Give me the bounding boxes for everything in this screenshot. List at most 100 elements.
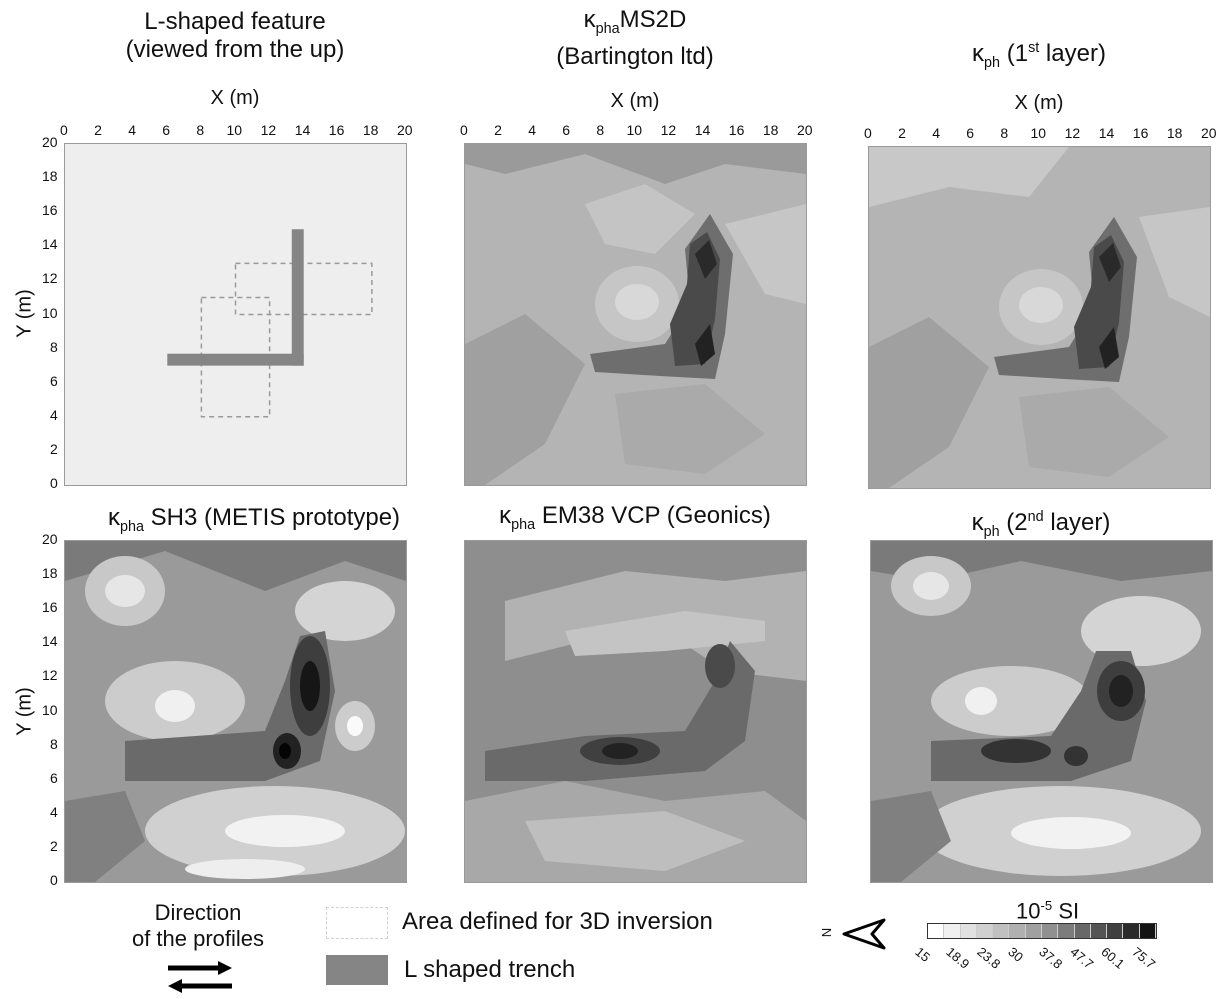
colorbar-step <box>960 924 977 938</box>
x-tick-label: 12 <box>260 122 277 138</box>
panel-title-em38: κpha EM38 VCP (Geonics) <box>499 502 771 533</box>
colorbar-step <box>1025 924 1042 938</box>
y-tick-label: 16 <box>42 202 58 219</box>
trench-segment <box>291 229 304 366</box>
colorbar-step <box>1090 924 1108 938</box>
sh3-map <box>64 540 407 883</box>
colorbar-step <box>1058 924 1075 938</box>
x-tick-label: 2 <box>94 122 102 138</box>
x-tick-label: 0 <box>864 125 872 141</box>
title-line1: κphaMS2D <box>583 6 687 37</box>
x-tick-label: 2 <box>898 125 906 141</box>
x-tick-label: 6 <box>562 122 571 138</box>
colorbar-step <box>1139 924 1156 938</box>
y-axis-label: Y (m) <box>13 687 36 736</box>
direction-arrows-icon <box>168 961 232 993</box>
x-axis-label: X (m) <box>210 87 260 109</box>
colorbar-step <box>928 924 945 938</box>
y-tick-label: 18 <box>42 168 58 185</box>
x-tick-label: 16 <box>1132 125 1149 141</box>
panel-title-layer2: κph (2nd layer) <box>971 509 1111 540</box>
x-tick-label: 14 <box>1098 125 1115 141</box>
x-tick-label: 20 <box>797 122 813 138</box>
x-tick-label: 12 <box>660 122 677 138</box>
x-tick-label: 8 <box>196 122 205 138</box>
area-label: Area defined for 3D inversion <box>402 908 713 935</box>
y-tick-label: 8 <box>50 338 58 355</box>
layout-svg <box>167 229 373 418</box>
colorbar-tick-label: 75.7 <box>1129 944 1159 972</box>
panel-title-layout: L-shaped feature (viewed from the up) <box>64 8 406 64</box>
colorbar-step <box>976 924 994 938</box>
x-tick-label: 20 <box>1201 125 1217 141</box>
x-tick-label: 18 <box>762 122 779 138</box>
trench-segment <box>167 353 304 366</box>
x-axis-label: X (m) <box>1014 92 1064 114</box>
x-tick-label: 16 <box>328 122 345 138</box>
colorbar-step <box>944 924 961 938</box>
x-tick-label: 10 <box>1030 125 1047 141</box>
x-tick-label: 6 <box>162 122 171 138</box>
title-line1: L-shaped feature <box>144 8 326 35</box>
colorbar-step <box>1074 924 1091 938</box>
layout-panel <box>64 143 407 486</box>
y-tick-label: 14 <box>42 633 58 650</box>
x-tick-label: 0 <box>460 122 468 138</box>
x-tick-label: 14 <box>694 122 711 138</box>
x-tick-label: 4 <box>932 125 940 141</box>
y-tick-label: 2 <box>50 440 58 457</box>
area-swatch <box>326 907 388 939</box>
y-tick-label: 12 <box>42 667 58 684</box>
colorbar-unit: 10-5 SI <box>1016 898 1080 924</box>
x-tick-label: 18 <box>362 122 379 138</box>
trench-label: L shaped trench <box>404 956 576 983</box>
panel-title-ms2d: κphaMS2D (Bartington ltd) <box>464 6 806 71</box>
y-tick-label: 12 <box>42 270 58 287</box>
x-tick-label: 16 <box>728 122 745 138</box>
panel-title-layer1: κph (1st layer) <box>972 40 1106 71</box>
colorbar-step <box>1041 924 1059 938</box>
y-axis-label: Y (m) <box>13 289 36 338</box>
y-tick-label: 2 <box>50 837 58 854</box>
colorbar-tick-label: 37.8 <box>1036 944 1066 972</box>
x-tick-label: 4 <box>528 122 536 138</box>
y-tick-label: 16 <box>42 599 58 616</box>
x-tick-label: 12 <box>1064 125 1081 141</box>
x-tick-label: 20 <box>397 122 413 138</box>
colorbar-tick-label: 30 <box>1005 944 1027 965</box>
layer2-map <box>870 540 1213 883</box>
trench-swatch <box>326 955 388 985</box>
x-tick-label: 18 <box>1166 125 1183 141</box>
y-tick-label: 20 <box>42 134 58 150</box>
y-tick-label: 14 <box>42 236 58 253</box>
colorbar-tick-label: 15 <box>912 944 934 965</box>
y-tick-label: 20 <box>42 531 58 547</box>
north-label: N <box>819 927 835 938</box>
colorbar-step <box>993 924 1010 938</box>
x-tick-label: 6 <box>966 125 975 141</box>
y-tick-label: 4 <box>50 803 58 820</box>
y-tick-label: 8 <box>50 735 58 752</box>
x-tick-label: 14 <box>294 122 311 138</box>
title-line2: (Bartington ltd) <box>556 42 714 70</box>
x-tick-label: 0 <box>60 122 68 138</box>
colorbar-tick-label: 60.1 <box>1098 944 1128 972</box>
x-tick-label: 4 <box>128 122 136 138</box>
x-tick-label: 10 <box>626 122 643 138</box>
title-line2: (viewed from the up) <box>125 36 345 63</box>
colorbar-step <box>1123 924 1140 938</box>
x-tick-label: 8 <box>596 122 605 138</box>
x-tick-label: 10 <box>226 122 243 138</box>
colorbar-step <box>1009 924 1026 938</box>
inversion-area-box <box>234 262 373 316</box>
ms2d-map <box>464 143 807 486</box>
y-tick-label: 0 <box>50 872 58 888</box>
y-tick-label: 6 <box>50 372 58 389</box>
y-tick-label: 10 <box>42 304 58 321</box>
y-tick-label: 18 <box>42 565 58 582</box>
colorbar <box>927 923 1157 939</box>
y-tick-label: 10 <box>42 701 58 718</box>
y-tick-label: 4 <box>50 406 58 423</box>
direction-label: Direction of the profiles <box>131 900 265 951</box>
colorbar-tick-label: 47.7 <box>1067 944 1097 972</box>
